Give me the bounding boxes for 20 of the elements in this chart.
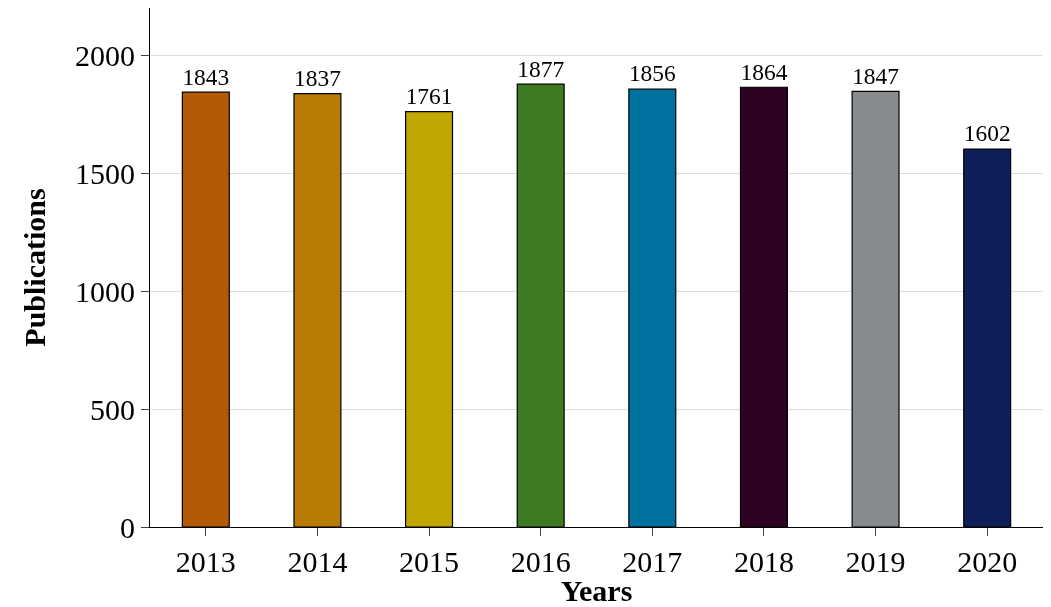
data-label: 1856 xyxy=(628,60,677,87)
y-tick-label: 500 xyxy=(90,392,135,426)
y-tick-label: 0 xyxy=(120,510,135,544)
x-tick-label: 2018 xyxy=(733,545,794,578)
data-label: 1761 xyxy=(405,82,453,109)
data-label: 1602 xyxy=(963,120,1011,147)
data-label: 1877 xyxy=(517,55,565,82)
data-label: 1843 xyxy=(182,63,230,90)
data-label: 1837 xyxy=(294,64,342,91)
y-tick-label: 1000 xyxy=(75,274,135,308)
x-tick-label: 2020 xyxy=(957,545,1018,578)
data-label: 1847 xyxy=(852,62,900,89)
x-tick-label: 2014 xyxy=(287,545,348,578)
y-tick-label: 1500 xyxy=(75,156,135,190)
x-tick-label: 2015 xyxy=(399,545,460,578)
y-tick-label: 2000 xyxy=(75,38,135,72)
data-label: 1864 xyxy=(740,58,788,85)
x-tick-label: 2019 xyxy=(845,545,906,578)
x-tick-label: 2013 xyxy=(175,545,236,578)
y-axis-title: Publications xyxy=(18,188,51,347)
